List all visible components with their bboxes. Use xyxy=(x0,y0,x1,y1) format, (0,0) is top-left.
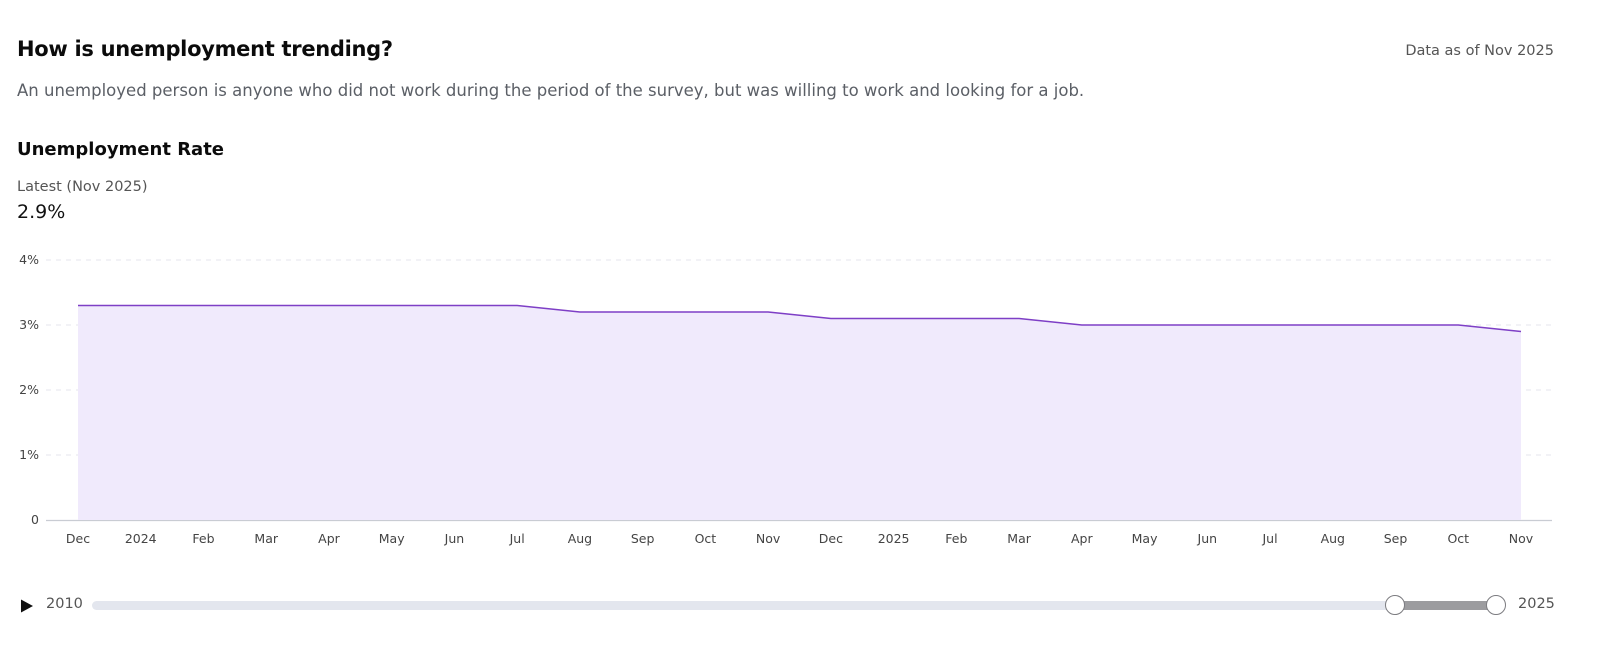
series-line xyxy=(78,304,1522,333)
x-tick-label: Sep xyxy=(631,531,655,546)
data-point xyxy=(641,310,645,314)
x-tick-label: Sep xyxy=(1384,531,1408,546)
chart-title: Unemployment Rate xyxy=(17,139,225,160)
data-point xyxy=(76,304,80,308)
y-tick-label: 3% xyxy=(19,317,39,332)
data-point xyxy=(892,317,896,321)
x-tick-label: 2025 xyxy=(878,531,910,546)
x-tick-label: Jun xyxy=(444,531,465,546)
data-point xyxy=(1143,323,1147,327)
slider-track[interactable] xyxy=(92,601,1496,610)
play-icon[interactable] xyxy=(19,598,35,614)
x-tick-label: 2024 xyxy=(125,531,157,546)
x-tick-label: Apr xyxy=(1071,531,1093,546)
data-point xyxy=(201,304,205,308)
range-start-label: 2010 xyxy=(46,596,83,612)
section-description: An unemployed person is anyone who did n… xyxy=(17,81,1085,100)
range-slider: 2010 2025 xyxy=(0,588,1600,624)
data-point xyxy=(1394,323,1398,327)
x-tick-label: Nov xyxy=(1509,531,1534,546)
x-tick-label: Jun xyxy=(1197,531,1218,546)
data-point xyxy=(1519,330,1523,334)
x-tick-label: Mar xyxy=(254,531,278,546)
latest-value: 2.9% xyxy=(17,201,66,223)
data-point xyxy=(1205,323,1209,327)
data-point xyxy=(264,304,268,308)
data-point xyxy=(390,304,394,308)
data-point xyxy=(766,310,770,314)
latest-label: Latest (Nov 2025) xyxy=(17,179,148,195)
data-point xyxy=(954,317,958,321)
data-point xyxy=(327,304,331,308)
slider-end-handle[interactable] xyxy=(1486,595,1506,615)
x-tick-label: Aug xyxy=(1321,531,1345,546)
range-end-label: 2025 xyxy=(1518,596,1555,612)
data-point xyxy=(1268,323,1272,327)
y-tick-label: 0 xyxy=(31,512,39,527)
area-layer xyxy=(76,304,1523,520)
x-tick-label: May xyxy=(1132,531,1158,546)
x-tick-label: May xyxy=(379,531,405,546)
series-area xyxy=(78,305,1521,520)
x-tick-label: Dec xyxy=(819,531,843,546)
data-point xyxy=(1080,323,1084,327)
x-tick-label: Jul xyxy=(1261,531,1277,546)
slider-selection xyxy=(1394,601,1496,610)
data-as-of: Data as of Nov 2025 xyxy=(1405,43,1554,59)
x-tick-label: Apr xyxy=(318,531,340,546)
x-tick-label: Jul xyxy=(509,531,525,546)
data-point xyxy=(1331,323,1335,327)
unemployment-chart: 0 1% 2% 3% 4% Dec 2024 Feb Mar Apr May Jun Jul Aug Se… xyxy=(19,252,1552,546)
x-tick-label: Feb xyxy=(192,531,214,546)
data-point xyxy=(452,304,456,308)
slider-start-handle[interactable] xyxy=(1384,595,1405,615)
x-axis-ticks: Dec 2024 Feb Mar Apr May Jun Jul Aug Sep Oct Nov Dec… xyxy=(66,531,1534,546)
y-tick-label: 2% xyxy=(19,382,39,397)
x-tick-label: Dec xyxy=(66,531,90,546)
section-title: How is unemployment trending? xyxy=(17,37,393,61)
data-point xyxy=(1017,317,1021,321)
y-tick-label: 1% xyxy=(19,447,39,462)
x-tick-label: Nov xyxy=(756,531,781,546)
y-tick-label: 4% xyxy=(19,252,39,267)
data-point xyxy=(578,310,582,314)
x-tick-label: Feb xyxy=(945,531,967,546)
data-point xyxy=(139,304,143,308)
data-point xyxy=(829,317,833,321)
y-axis-ticks: 0 1% 2% 3% 4% xyxy=(19,252,39,527)
data-point xyxy=(703,310,707,314)
data-point xyxy=(515,304,519,308)
x-tick-label: Oct xyxy=(1447,531,1469,546)
x-tick-label: Mar xyxy=(1007,531,1031,546)
data-point xyxy=(1456,323,1460,327)
x-tick-label: Aug xyxy=(568,531,592,546)
x-tick-label: Oct xyxy=(695,531,717,546)
